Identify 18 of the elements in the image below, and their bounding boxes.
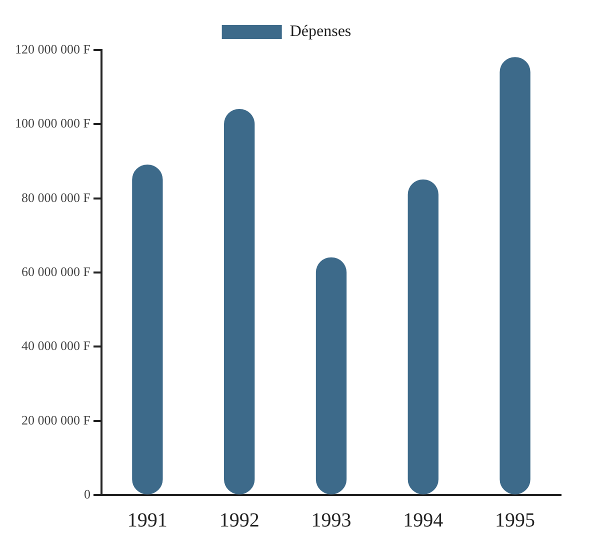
x-tick-label: 1991 [127,509,168,532]
bar [132,164,163,494]
y-tick-label: 120 000 000 F [14,41,90,56]
x-tick-label: 1995 [495,509,536,532]
y-tick-label: 80 000 000 F [21,190,90,205]
bar [316,257,347,494]
y-tick-label: 0 [84,486,90,502]
x-tick-label: 1994 [403,509,444,532]
bar [224,109,255,494]
bar [408,179,438,494]
y-tick-label: 20 000 000 F [21,412,90,428]
bar [500,57,530,494]
y-tick-label: 100 000 000 F [14,116,90,131]
legend-label: Dépenses [290,23,352,40]
x-tick-label: 1993 [311,509,352,532]
y-tick-label: 60 000 000 F [21,264,90,279]
y-tick-label: 40 000 000 F [21,338,90,354]
x-tick-label: 1992 [219,509,260,532]
